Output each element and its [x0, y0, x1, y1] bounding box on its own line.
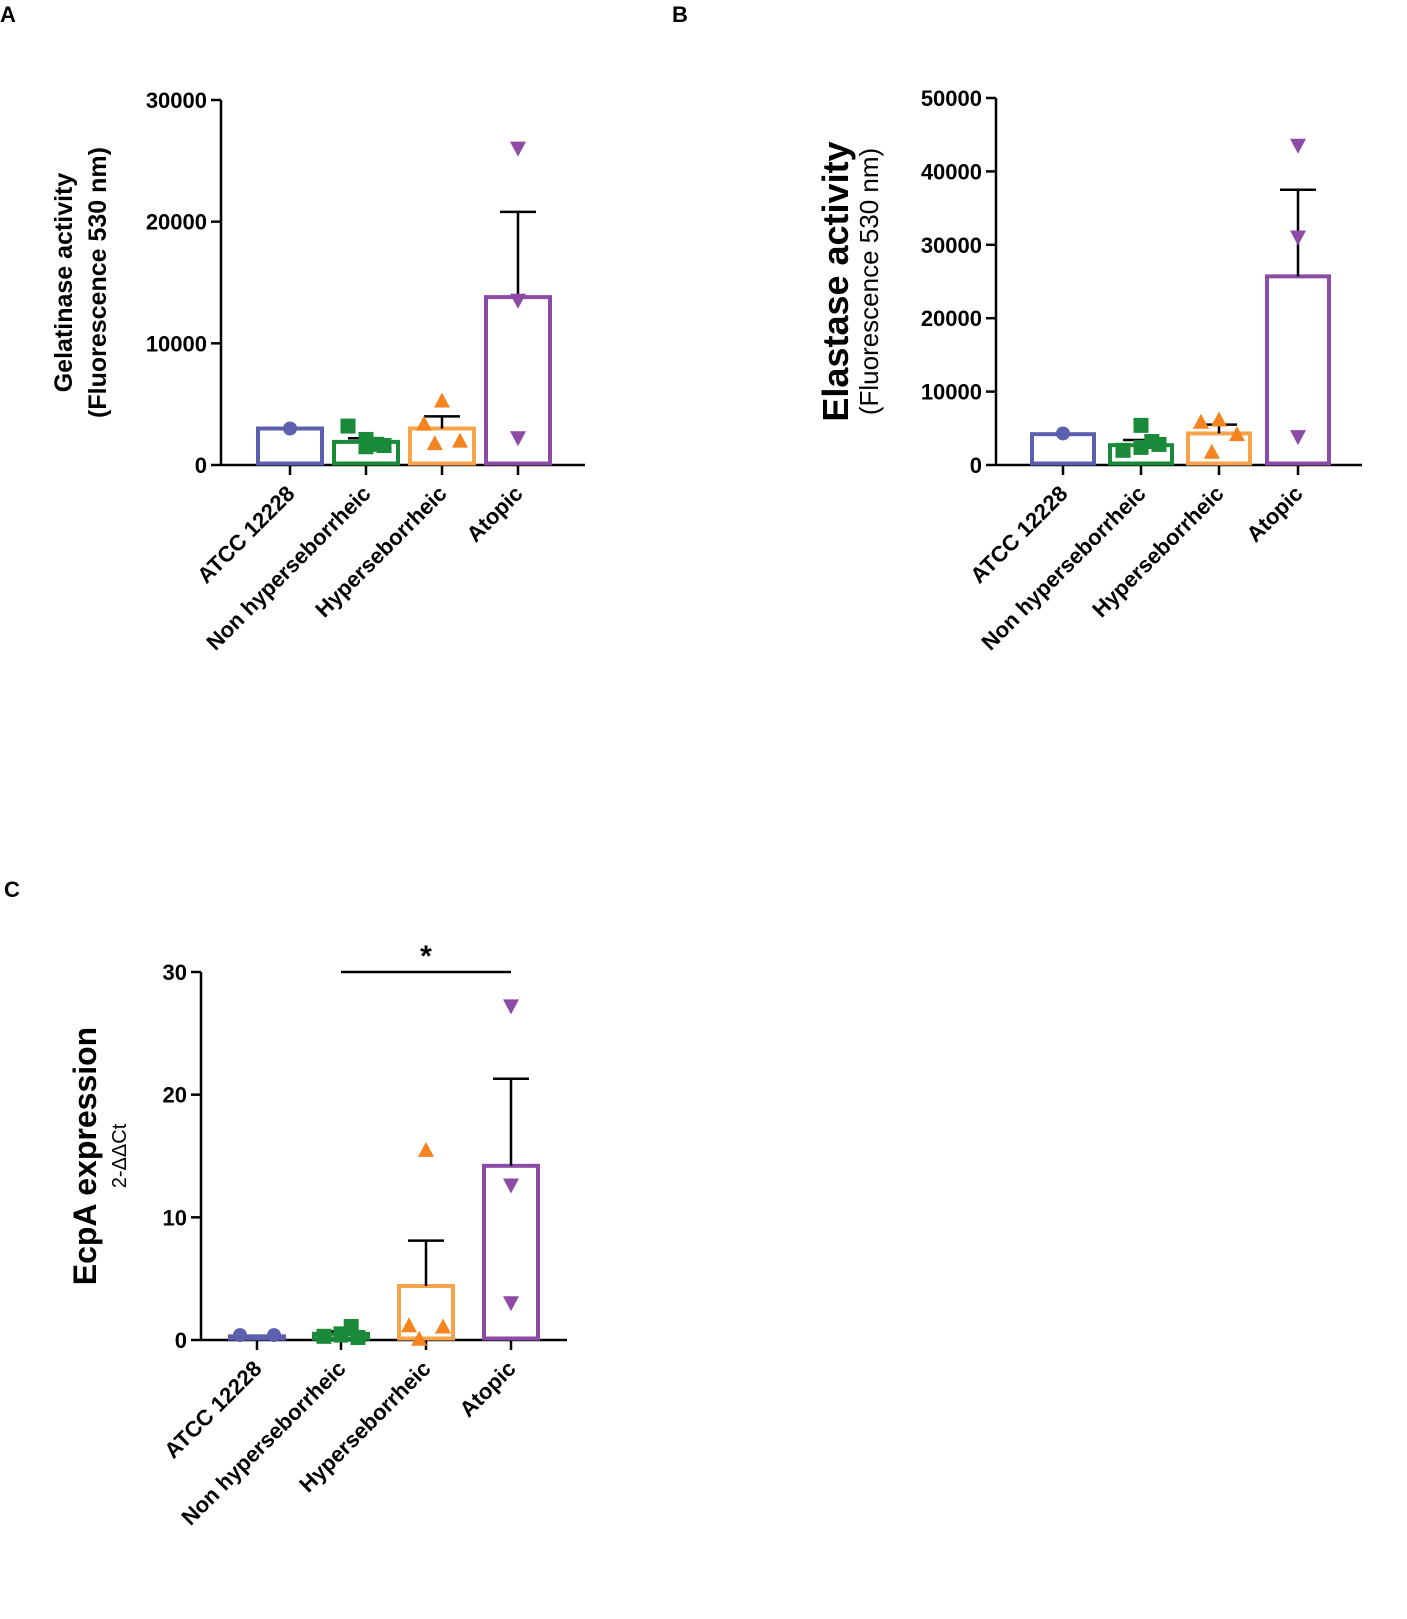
data-point: [376, 438, 392, 454]
y-tick-label: 0: [195, 453, 207, 478]
data-point: [1203, 443, 1220, 459]
data-point: [503, 1296, 519, 1312]
x-category-label: Atopic: [454, 1356, 520, 1422]
data-point: [1290, 138, 1306, 154]
y-tick-label: 30: [163, 960, 187, 985]
y-tick-label: 0: [970, 453, 982, 478]
data-point: [1056, 426, 1070, 441]
data-point: [435, 1318, 451, 1334]
significance-star: *: [420, 940, 432, 973]
data-point: [510, 431, 526, 447]
data-point: [1133, 417, 1149, 433]
y-tick-label: 30000: [921, 233, 982, 258]
x-category-label: Atopic: [1241, 481, 1307, 547]
data-point: [503, 1178, 519, 1194]
data-point: [401, 1317, 417, 1333]
data-point: [418, 1141, 434, 1157]
data-point: [283, 421, 297, 436]
panel-letter-c: C: [4, 877, 20, 902]
data-point: [1115, 442, 1131, 458]
x-category-label: Atopic: [461, 481, 527, 547]
data-point: [333, 1326, 349, 1342]
data-point: [1211, 411, 1227, 427]
data-point: [316, 1328, 332, 1344]
y-tick-label: 20000: [921, 306, 982, 331]
y-tick-label: 10: [163, 1205, 187, 1230]
y-tick-label: 40000: [921, 159, 982, 184]
data-point: [340, 418, 356, 434]
y-tick-label: 0: [175, 1328, 187, 1353]
data-point: [510, 141, 526, 157]
panel-letter-b: B: [672, 2, 688, 27]
data-point: [411, 1330, 428, 1346]
data-point: [358, 439, 374, 455]
y-tick-label: 20: [163, 1083, 187, 1108]
data-point: [434, 392, 450, 408]
x-category-label: Hyperseborrheic: [1087, 481, 1228, 622]
data-point: [426, 435, 443, 451]
x-category-label: Non hyperseborrheic: [176, 1356, 350, 1530]
chart-gelatinase: 0 10000 20000 30000 Gelatinase activity (Fluo…: [50, 88, 585, 655]
bar-0: [228, 1334, 286, 1341]
data-point: [1133, 439, 1149, 455]
data-point: [503, 999, 519, 1015]
x-category-label: Hyperseborrheic: [310, 481, 451, 622]
data-point: [510, 293, 526, 309]
data-point: [1193, 413, 1209, 429]
data-point: [452, 432, 468, 448]
y-axis-title: Gelatinase activity: [50, 173, 78, 393]
y-tick-label: 10000: [921, 380, 982, 405]
y-tick-label: 20000: [146, 210, 207, 235]
data-point: [350, 1330, 366, 1346]
y-tick-label: 10000: [146, 331, 207, 356]
data-point: [1151, 436, 1167, 452]
data-point: [233, 1328, 247, 1343]
data-point: [1290, 230, 1306, 246]
y-tick-label: 50000: [921, 86, 982, 111]
data-point: [1229, 426, 1245, 442]
data-point: [267, 1328, 281, 1343]
y-axis-subtitle: (Fluorescence 530 nm): [84, 147, 112, 418]
panel-letter-a: A: [0, 2, 16, 27]
data-point: [1290, 430, 1306, 446]
y-axis-subtitle: 2-ΔΔCt: [109, 1123, 131, 1188]
y-axis-title: Elastase activity: [815, 141, 856, 421]
chart-elastase: 0 10000 20000 30000 40000 50000 Elastase activ…: [815, 86, 1362, 655]
data-point: [416, 415, 432, 431]
y-axis-title: EcpA expression: [67, 1027, 103, 1285]
y-tick-label: 30000: [146, 88, 207, 113]
y-axis-subtitle: (Fluorescence 530 nm): [854, 148, 884, 415]
